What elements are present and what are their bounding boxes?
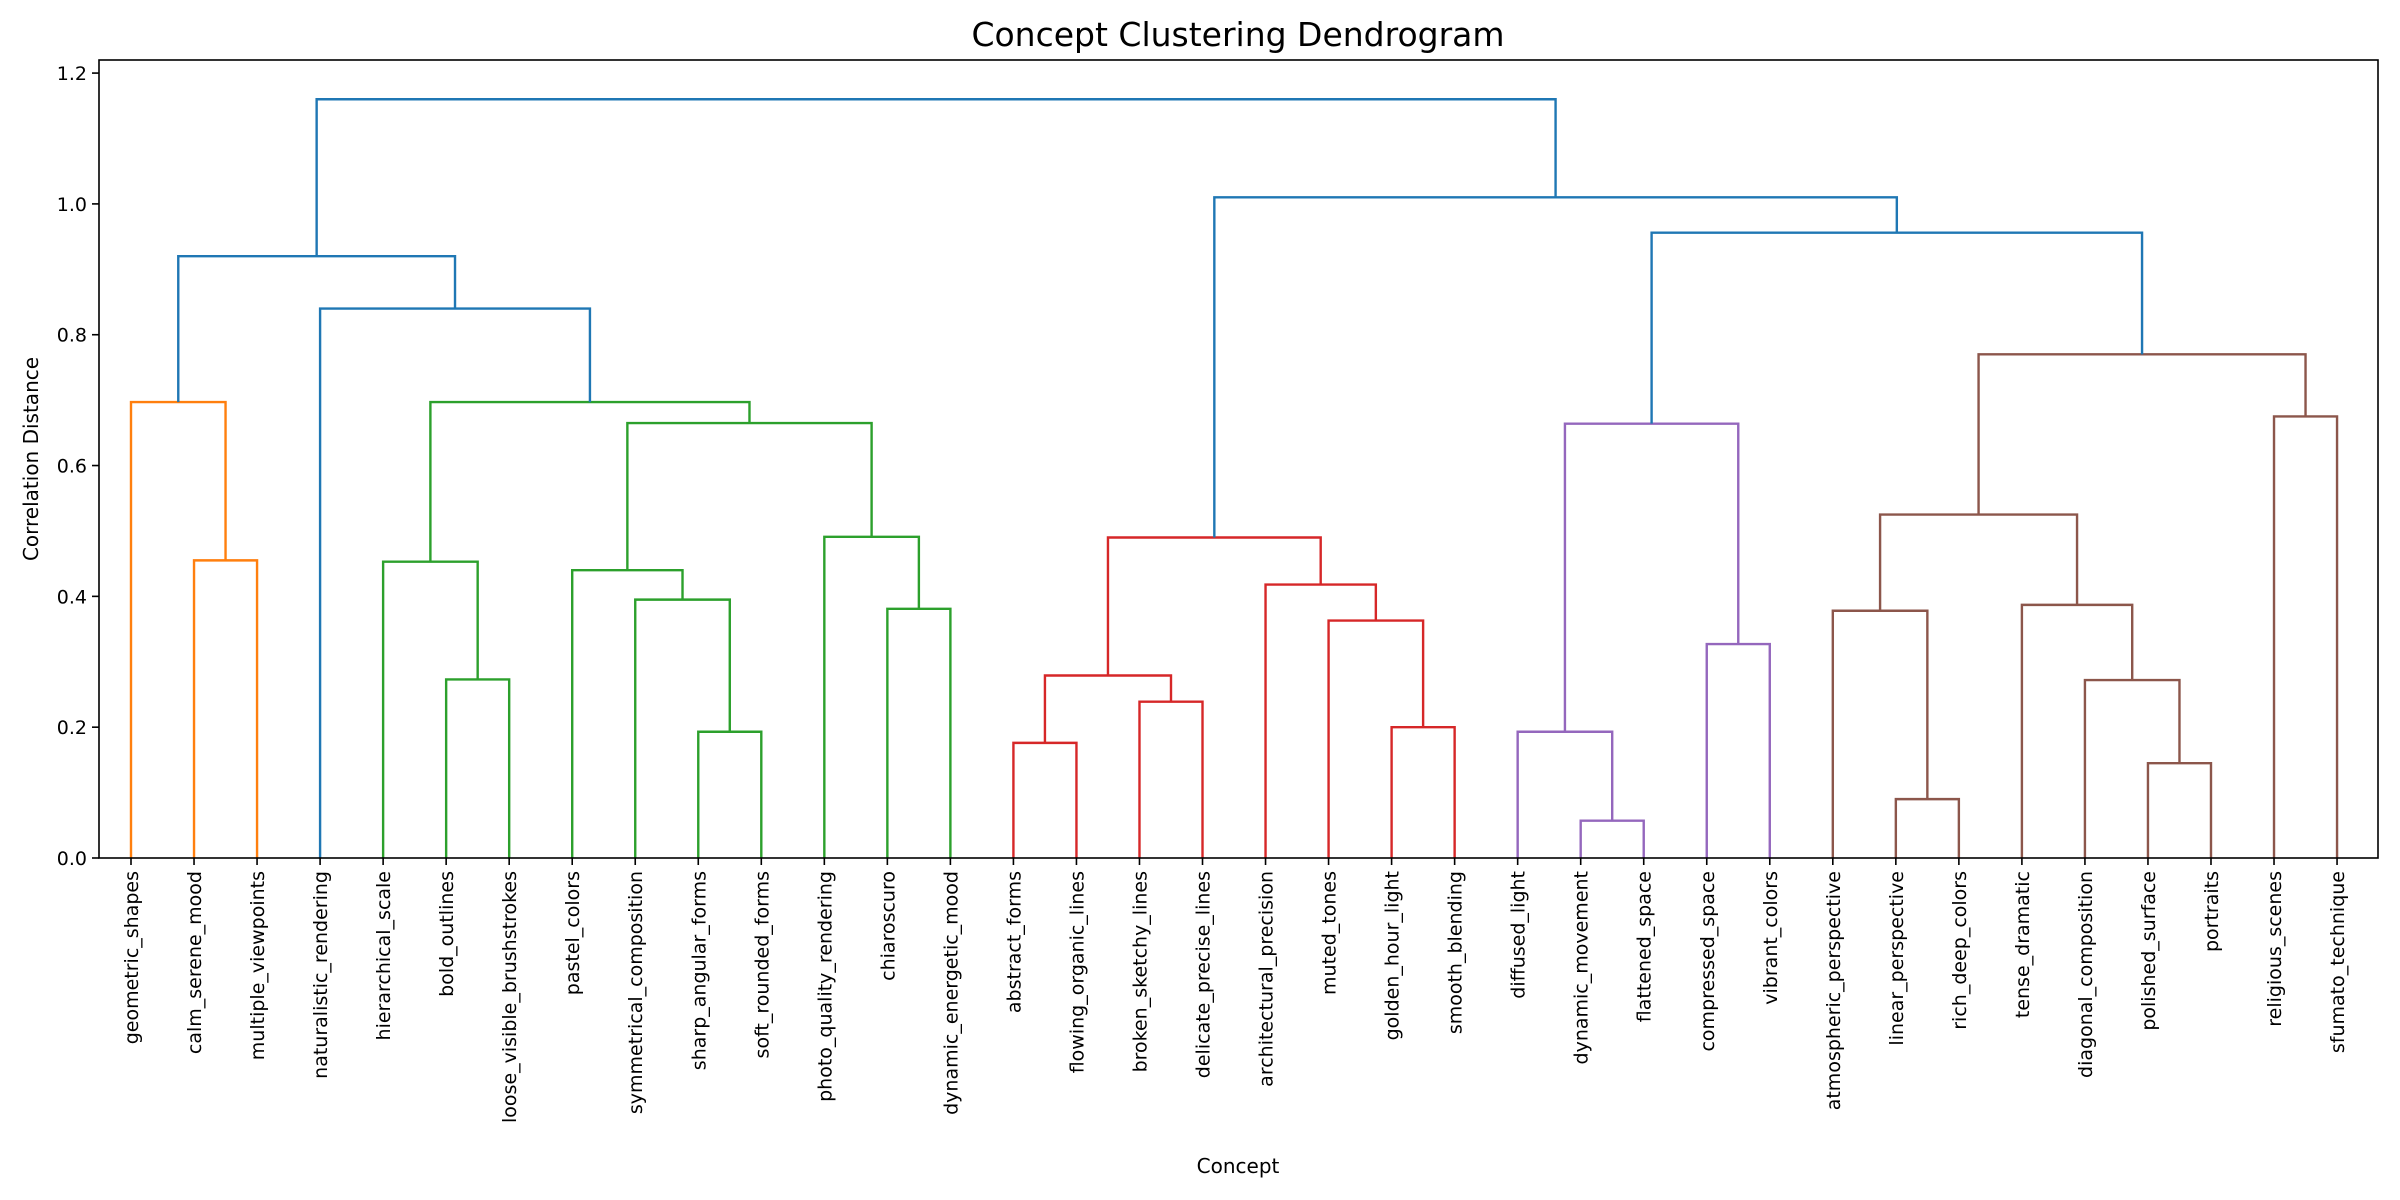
link-n_arch	[1264, 583, 1378, 858]
leaf-label: hierarchical_scale	[373, 871, 395, 1040]
y-tick-label: 0.4	[57, 586, 87, 608]
link-n_tense	[2020, 603, 2134, 858]
link-n_purple	[1563, 422, 1740, 732]
leaf-label: smooth_blending	[1445, 871, 1467, 1034]
link-n_purple_brown	[1650, 231, 2144, 424]
leaf-label: atmospheric_perspective	[1823, 871, 1845, 1110]
leaf-label: linear_perspective	[1886, 871, 1908, 1046]
leaf-label: soft_rounded_forms	[751, 871, 773, 1058]
leaf-label: sharp_angular_forms	[688, 871, 710, 1070]
y-tick-label: 1.2	[57, 63, 87, 85]
leaf-label: diagonal_composition	[2075, 871, 2097, 1078]
link-n_root	[315, 98, 1557, 257]
x-axis: geometric_shapes calm_serene_mood multiple…	[121, 858, 2349, 1123]
link-n_comp_vib	[1705, 642, 1771, 858]
link-n_atmo	[1831, 609, 1929, 858]
link-n_hier	[381, 560, 479, 858]
link-n_red	[1106, 536, 1322, 676]
leaf-label: polished_surface	[2138, 871, 2160, 1031]
link-n_broken_delicate	[1138, 700, 1204, 858]
leaf-label: flattened_space	[1634, 871, 1656, 1022]
leaf-label: broken_sketchy_lines	[1129, 871, 1151, 1072]
link-n_abs_flow	[1012, 741, 1078, 858]
y-tick-label: 0.2	[57, 717, 87, 739]
link-n_photo	[823, 535, 921, 858]
link-n_natural	[318, 307, 592, 858]
x-axis-label: Concept	[1197, 1154, 1280, 1178]
link-n_bold_loose	[444, 678, 511, 858]
link-n_linear_rich	[1894, 797, 1961, 858]
leaf-label: portraits	[2201, 871, 2223, 952]
leaf-label: photo_quality_rendering	[814, 871, 836, 1102]
link-n_dynmov_flat	[1579, 819, 1645, 858]
leaf-label: abstract_forms	[1003, 871, 1025, 1013]
link-n_sym	[634, 598, 731, 858]
link-n_b_mid	[1878, 513, 2079, 611]
leaf-label: symmetrical_composition	[625, 871, 647, 1114]
leaf-label: vibrant_colors	[1760, 871, 1782, 1005]
leaf-label: golden_hour_light	[1382, 871, 1404, 1040]
link-n_lines	[1043, 674, 1173, 743]
link-n_right	[1213, 196, 1899, 538]
link-n_relig_sfum	[2272, 415, 2339, 858]
leaf-label: multiple_viewpoints	[247, 871, 269, 1060]
y-axis-label: Correlation Distance	[19, 357, 43, 561]
leaf-label: pastel_colors	[562, 871, 584, 995]
leaf-label: rich_deep_colors	[1949, 871, 1971, 1030]
link-n_pastel	[571, 568, 684, 858]
leaf-label: diffused_light	[1508, 871, 1530, 999]
leaf-label: tense_dramatic	[2012, 871, 2034, 1018]
plot-frame	[98, 59, 2379, 859]
chart-title: Concept Clustering Dendrogram	[971, 15, 1504, 54]
leaf-label: dynamic_movement	[1571, 871, 1593, 1064]
leaf-label: muted_tones	[1319, 871, 1341, 995]
link-n_orange	[129, 400, 227, 858]
leaf-label: geometric_shapes	[121, 871, 143, 1044]
link-n_diag	[2083, 678, 2181, 858]
link-n_left	[177, 255, 457, 403]
leaf-label: delicate_precise_lines	[1193, 871, 1215, 1078]
y-tick-label: 0.8	[57, 325, 87, 347]
dendrogram-links	[129, 98, 2339, 858]
leaf-label: dynamic_energetic_mood	[940, 871, 962, 1115]
leaf-label: bold_outlines	[436, 871, 458, 997]
leaf-label: religious_scenes	[2264, 871, 2286, 1027]
y-tick-label: 1.0	[57, 194, 87, 216]
leaf-label: calm_serene_mood	[184, 871, 206, 1054]
leaf-label: flowing_organic_lines	[1066, 871, 1088, 1073]
leaf-label: compressed_space	[1697, 871, 1719, 1052]
y-tick-label: 0.0	[57, 848, 87, 870]
y-axis: 0.0 0.2 0.4 0.6 0.8 1.0 1.2	[57, 63, 99, 870]
leaf-label: sfumato_technique	[2327, 871, 2349, 1053]
link-n_brown	[1977, 353, 2307, 515]
link-n_chiaro_dyn	[886, 607, 952, 858]
leaf-label: naturalistic_rendering	[310, 871, 332, 1079]
link-n_g_right	[626, 421, 873, 571]
link-n_calm_multi	[192, 559, 259, 858]
link-n_sharp_soft	[697, 730, 763, 858]
link-n_green	[429, 400, 751, 562]
link-n_diffused	[1516, 730, 1614, 858]
leaf-label: loose_visible_brushstrokes	[499, 871, 521, 1123]
link-n_muted	[1327, 619, 1425, 858]
link-n_golden_smooth	[1390, 725, 1456, 858]
y-tick-label: 0.6	[57, 456, 87, 478]
leaf-label: architectural_precision	[1256, 871, 1278, 1087]
leaf-label: chiaroscuro	[877, 871, 899, 981]
link-n_pol_port	[2146, 761, 2213, 858]
